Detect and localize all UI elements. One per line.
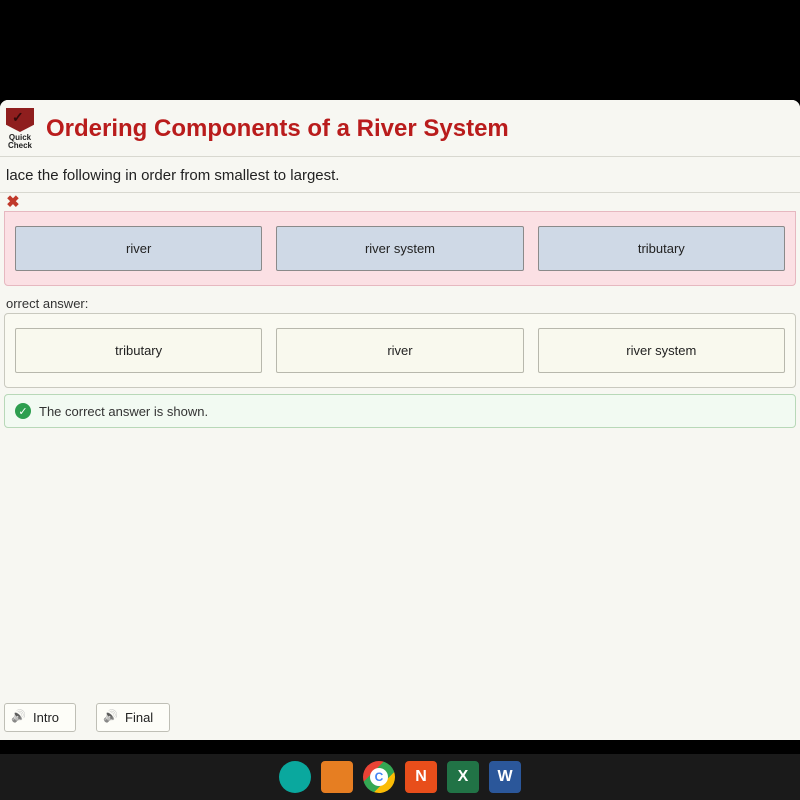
incorrect-x-icon: ✖ — [4, 193, 22, 211]
user-answer-row: river river system tributary — [4, 211, 796, 286]
user-answer-slot-1[interactable]: river — [15, 226, 262, 271]
correct-answer-label: orrect answer: — [0, 292, 800, 313]
page-title: Ordering Components of a River System — [46, 115, 788, 143]
correct-answer-slot-3: river system — [538, 328, 785, 373]
taskbar-app-icon[interactable] — [279, 761, 311, 793]
quick-check-badge-group[interactable]: Quick Check — [6, 108, 34, 150]
taskbar-office-icon[interactable]: N — [405, 761, 437, 793]
check-circle-icon: ✓ — [15, 403, 31, 419]
feedback-banner: ✓ The correct answer is shown. — [4, 394, 796, 428]
os-taskbar: N X W — [0, 754, 800, 800]
speaker-icon — [105, 711, 119, 725]
instruction-text: lace the following in order from smalles… — [0, 157, 800, 193]
taskbar-word-icon[interactable]: W — [489, 761, 521, 793]
shield-check-icon — [6, 108, 34, 132]
taskbar-chrome-icon[interactable] — [363, 761, 395, 793]
user-answer-slot-3[interactable]: tributary — [538, 226, 785, 271]
final-label: Final — [125, 710, 153, 725]
feedback-text: The correct answer is shown. — [39, 404, 208, 419]
header-bar: Quick Check Ordering Components of a Riv… — [0, 100, 800, 157]
audio-button-bar: Intro Final — [4, 703, 170, 732]
correct-answer-slot-2: river — [276, 328, 523, 373]
user-answer-slot-2[interactable]: river system — [276, 226, 523, 271]
taskbar-files-icon[interactable] — [321, 761, 353, 793]
taskbar-excel-icon[interactable]: X — [447, 761, 479, 793]
final-audio-button[interactable]: Final — [96, 703, 170, 732]
speaker-icon — [13, 711, 27, 725]
correct-answer-slot-1: tributary — [15, 328, 262, 373]
quick-label-line2: Check — [8, 141, 32, 150]
correct-answer-row: tributary river river system — [4, 313, 796, 388]
intro-label: Intro — [33, 710, 59, 725]
lesson-screen: Quick Check Ordering Components of a Riv… — [0, 100, 800, 740]
intro-audio-button[interactable]: Intro — [4, 703, 76, 732]
quick-check-label: Quick Check — [8, 134, 32, 150]
